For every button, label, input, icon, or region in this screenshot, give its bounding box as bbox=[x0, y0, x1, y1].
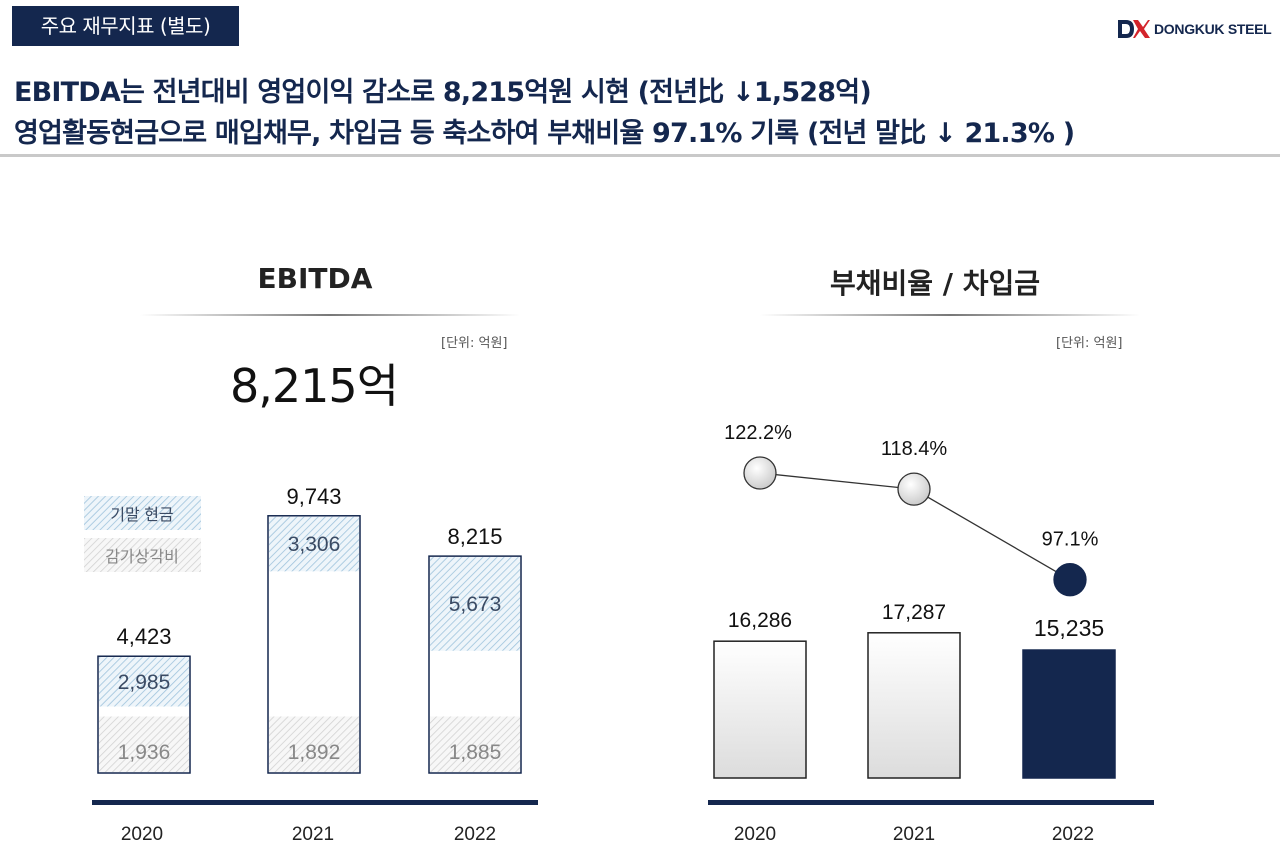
debt-unit-label: [단위: 억원] bbox=[1056, 336, 1123, 351]
debt-ratio-label: 97.1% bbox=[1042, 529, 1099, 551]
legend-cash-label: 기말 현금 bbox=[110, 506, 173, 524]
cash-value-label: 3,306 bbox=[288, 533, 341, 556]
header-divider bbox=[0, 154, 1280, 157]
legend-cash-swatch bbox=[84, 496, 201, 530]
debt-ratio-point bbox=[1053, 563, 1087, 597]
logo-text: DONGKUK STEEL bbox=[1154, 21, 1272, 37]
depreciation-value-label: 1,892 bbox=[288, 741, 341, 764]
debt-x-tick: 2021 bbox=[893, 824, 935, 845]
ebitda-panel-title: EBITDA bbox=[257, 262, 373, 295]
cash-value-label: 2,985 bbox=[118, 671, 171, 694]
debt-ratio-point bbox=[743, 456, 777, 490]
dongkuk-logo: DONGKUK STEEL bbox=[1116, 16, 1272, 42]
dk-logo-icon bbox=[1118, 20, 1150, 38]
debt-ratio-point bbox=[897, 472, 931, 506]
ebitda-unit-label: [단위: 억원] bbox=[441, 336, 508, 351]
debt-axis-line bbox=[708, 800, 1154, 805]
depreciation-segment-2020 bbox=[99, 716, 189, 772]
depreciation-segment-2021 bbox=[269, 716, 359, 772]
ebitda-total-label: 9,743 bbox=[286, 484, 341, 509]
debt-x-tick: 2020 bbox=[734, 824, 776, 845]
cash-value-label: 5,673 bbox=[449, 593, 502, 616]
ebitda-x-tick: 2020 bbox=[121, 824, 163, 845]
debt-ratio-label: 118.4% bbox=[881, 438, 948, 460]
borrowings-value-label: 15,235 bbox=[1034, 615, 1104, 641]
cash-segment-2022 bbox=[430, 557, 520, 651]
cash-segment-2020 bbox=[99, 657, 189, 707]
borrowings-bar-2021 bbox=[867, 632, 961, 779]
depreciation-value-label: 1,885 bbox=[449, 741, 502, 764]
debt-x-tick: 2022 bbox=[1052, 824, 1094, 845]
headline-ebitda: EBITDA는 전년대비 영업이익 감소로 8,215억원 시현 (전년比 ↓1… bbox=[14, 77, 872, 108]
ebitda-total-label: 4,423 bbox=[116, 624, 171, 649]
debt-title-underline bbox=[760, 314, 1140, 316]
cash-segment-2021 bbox=[269, 516, 359, 572]
ebitda-x-tick: 2021 bbox=[292, 824, 334, 845]
section-tag: 주요 재무지표 (별도) bbox=[12, 6, 239, 46]
borrowings-bar-2020 bbox=[713, 640, 807, 779]
legend-depreciation-swatch bbox=[84, 538, 201, 572]
ebitda-x-tick: 2022 bbox=[454, 824, 496, 845]
borrowings-bar-2022 bbox=[1022, 649, 1116, 779]
ebitda-axis-line bbox=[92, 800, 538, 805]
ebitda-title-underline bbox=[140, 314, 520, 316]
borrowings-value-label: 17,287 bbox=[882, 601, 946, 624]
depreciation-segment-2022 bbox=[430, 716, 520, 772]
ebitda-big-value: 8,215억 bbox=[230, 359, 399, 413]
debt-ratio-label: 122.2% bbox=[724, 422, 792, 444]
depreciation-value-label: 1,936 bbox=[118, 741, 171, 764]
ebitda-total-label: 8,215 bbox=[447, 524, 502, 549]
debt-panel-title: 부채비율 / 차입금 bbox=[829, 267, 1041, 300]
headline-debt: 영업활동현금으로 매입채무, 차입금 등 축소하여 부채비율 97.1% 기록 … bbox=[14, 118, 1075, 149]
legend-depreciation-label: 감가상각비 bbox=[105, 548, 179, 566]
borrowings-value-label: 16,286 bbox=[728, 609, 792, 632]
